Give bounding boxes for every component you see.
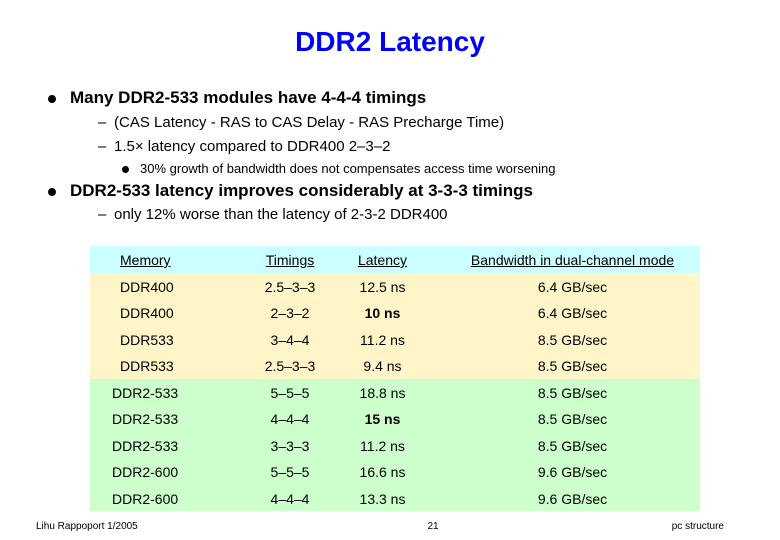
cell-timings: 4–4–4 — [270, 490, 310, 507]
latency-table: Memory Timings Latency Bandwidth in dual… — [90, 246, 700, 511]
cell-bandwidth: 6.4 GB/sec — [537, 305, 608, 321]
table-row: DDR400 2–3–2 10 ns 6.4 GB/sec — [90, 299, 700, 326]
sub-sub-bullet-text: 30% growth of bandwidth does not compens… — [140, 161, 556, 176]
dash-icon: – — [98, 138, 107, 155]
footer-course: pc structure — [671, 521, 724, 532]
sub-bullet-2-text: 1.5× latency compared to DDR400 2–3–2 — [114, 138, 391, 155]
table-row: DDR533 2.5–3–3 9.4 ns 8.5 GB/sec — [90, 352, 700, 379]
table-row: DDR400 2.5–3–3 12.5 ns 6.4 GB/sec — [90, 272, 700, 299]
bullet-1-text: Many DDR2-533 modules have 4-4-4 timings — [70, 88, 427, 107]
cell-bandwidth: 9.6 GB/sec — [537, 490, 608, 507]
cell-memory: DDR2-533 — [112, 437, 179, 454]
slide-title: DDR2 Latency — [295, 26, 485, 57]
table-row: DDR2-600 5–5–5 16.6 ns 9.6 GB/sec — [90, 458, 700, 485]
cell-latency: 12.5 ns — [359, 278, 406, 295]
cell-timings: 2–3–2 — [270, 305, 310, 321]
footer-author: Lihu Rappoport 1/2005 — [36, 521, 138, 532]
cell-memory: DDR533 — [120, 358, 174, 374]
cell-memory: DDR2-533 — [112, 411, 179, 427]
cell-bandwidth: 8.5 GB/sec — [537, 437, 608, 454]
header-timings: Timings — [265, 252, 315, 268]
cell-latency: 15 ns — [364, 411, 401, 427]
footer-page-number: 21 — [427, 521, 439, 532]
header-memory: Memory — [120, 252, 171, 268]
dash-icon: – — [98, 206, 107, 223]
cell-timings: 4–4–4 — [270, 411, 310, 427]
bullet-dot-icon — [122, 161, 140, 176]
sub-sub-bullet: 30% growth of bandwidth does not compens… — [122, 161, 556, 176]
sub-bullet-3: – only 12% worse than the latency of 2-3-… — [98, 206, 448, 223]
cell-latency: 11.2 ns — [360, 437, 405, 454]
header-latency: Latency — [357, 252, 408, 268]
sub-bullet-1: – (CAS Latency - RAS to CAS Delay - RAS P… — [98, 114, 504, 131]
cell-bandwidth: 9.6 GB/sec — [537, 464, 608, 480]
cell-latency: 9.4 ns — [363, 358, 402, 374]
cell-latency: 11.2 ns — [360, 331, 405, 348]
cell-latency: 16.6 ns — [359, 464, 406, 480]
bullet-1: Many DDR2-533 modules have 4-4-4 timings — [48, 88, 426, 108]
cell-latency: 18.8 ns — [359, 384, 406, 401]
table-header-row: Memory Timings Latency Bandwidth in dual… — [90, 246, 700, 273]
cell-memory: DDR400 — [120, 278, 174, 295]
bullet-dot-icon — [48, 88, 70, 108]
cell-bandwidth: 8.5 GB/sec — [537, 331, 608, 348]
cell-latency: 13.3 ns — [359, 490, 406, 507]
cell-timings: 5–5–5 — [270, 464, 310, 480]
cell-timings: 2.5–3–3 — [264, 278, 316, 295]
table-row: DDR533 3–4–4 11.2 ns 8.5 GB/sec — [90, 325, 700, 352]
dash-icon: – — [98, 114, 107, 131]
cell-memory: DDR400 — [120, 305, 174, 321]
table-row: DDR2-533 5–5–5 18.8 ns 8.5 GB/sec — [90, 378, 700, 405]
cell-timings: 3–4–4 — [270, 331, 310, 348]
sub-bullet-2: –1.5× latency compared to DDR400 2–3–2 — [98, 138, 390, 155]
cell-bandwidth: 8.5 GB/sec — [537, 384, 608, 401]
cell-latency: 10 ns — [364, 305, 401, 321]
cell-timings: 3–3–3 — [270, 437, 310, 454]
cell-memory: DDR2-533 — [112, 384, 179, 401]
cell-bandwidth: 8.5 GB/sec — [537, 411, 608, 427]
sub-bullet-1-text: (CAS Latency - RAS to CAS Delay - RAS Pr… — [114, 114, 505, 131]
table-row: DDR2-533 3–3–3 11.2 ns 8.5 GB/sec — [90, 431, 700, 458]
bullet-2: DDR2-533 latency improves considerably a… — [48, 181, 533, 201]
header-bandwidth: Bandwidth in dual-channel mode — [470, 252, 675, 268]
cell-timings: 2.5–3–3 — [264, 358, 316, 374]
bullet-dot-icon — [48, 181, 70, 201]
cell-memory: DDR2-600 — [112, 490, 179, 507]
cell-memory: DDR2-600 — [112, 464, 179, 480]
table-row: DDR2-533 4–4–4 15 ns 8.5 GB/sec — [90, 405, 700, 432]
bullet-2-text: DDR2-533 latency improves considerably a… — [70, 181, 533, 200]
cell-bandwidth: 8.5 GB/sec — [537, 358, 608, 374]
sub-bullet-3-text: only 12% worse than the latency of 2-3-2… — [114, 206, 448, 223]
cell-bandwidth: 6.4 GB/sec — [537, 278, 608, 295]
cell-timings: 5–5–5 — [270, 384, 310, 401]
table-row: DDR2-600 4–4–4 13.3 ns 9.6 GB/sec — [90, 484, 700, 511]
cell-memory: DDR533 — [120, 331, 174, 348]
